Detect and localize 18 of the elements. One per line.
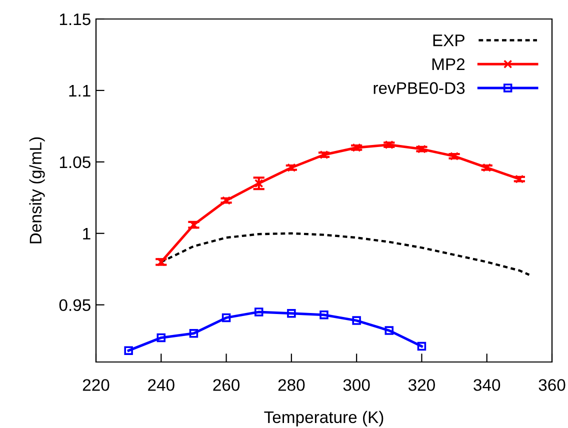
x-tick-label: 320 <box>408 379 435 391</box>
x-tick-label: 340 <box>474 379 500 391</box>
x-tick-label: 220 <box>82 379 110 391</box>
x-axis-title: Temperature (K) <box>264 410 384 426</box>
y-tick-label: 0.95 <box>59 299 90 312</box>
legend-label: revPBE0-D3 <box>374 82 465 94</box>
x-tick-label: 240 <box>148 379 174 391</box>
y-tick-label: 1 <box>83 228 90 240</box>
x-tick-label: 300 <box>343 379 370 391</box>
x-tick-label: 360 <box>538 379 566 391</box>
legend-label: EXP <box>433 34 464 46</box>
y-tick-label: 1.1 <box>69 85 90 96</box>
y-axis-title: Density (g/mL) <box>29 137 45 244</box>
y-tick-label: 1.05 <box>60 156 90 168</box>
y-tick-label: 1.15 <box>60 14 90 26</box>
x-tick-label: 280 <box>278 379 305 391</box>
legend-label: MP2 <box>432 58 464 70</box>
x-tick-label: 260 <box>213 379 240 391</box>
